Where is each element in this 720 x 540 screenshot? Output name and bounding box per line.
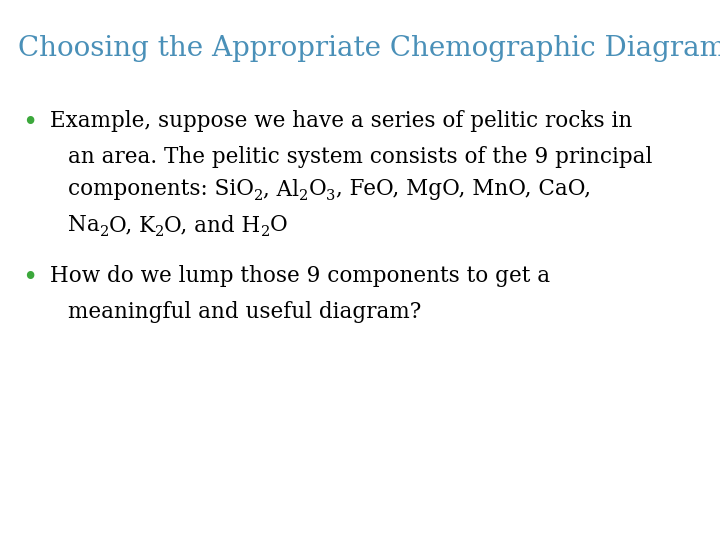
Text: 2: 2 <box>300 188 308 202</box>
Text: O: O <box>270 214 287 236</box>
Text: meaningful and useful diagram?: meaningful and useful diagram? <box>68 301 421 323</box>
Text: How do we lump those 9 components to get a: How do we lump those 9 components to get… <box>50 265 550 287</box>
Text: an area. The pelitic system consists of the 9 principal: an area. The pelitic system consists of … <box>68 146 652 168</box>
Text: 2: 2 <box>155 225 164 239</box>
Text: 2: 2 <box>254 188 264 202</box>
Text: , Al: , Al <box>264 178 300 200</box>
Text: 2: 2 <box>261 225 270 239</box>
Text: 2: 2 <box>100 225 109 239</box>
Text: •: • <box>22 265 37 291</box>
Text: Choosing the Appropriate Chemographic Diagram: Choosing the Appropriate Chemographic Di… <box>18 35 720 62</box>
Text: Na: Na <box>68 214 100 236</box>
Text: 3: 3 <box>326 188 336 202</box>
Text: , FeO, MgO, MnO, CaO,: , FeO, MgO, MnO, CaO, <box>336 178 590 200</box>
Text: O, K: O, K <box>109 214 155 236</box>
Text: O: O <box>308 178 326 200</box>
Text: components: SiO: components: SiO <box>68 178 254 200</box>
Text: Example, suppose we have a series of pelitic rocks in: Example, suppose we have a series of pel… <box>50 110 632 132</box>
Text: •: • <box>22 110 37 136</box>
Text: O, and H: O, and H <box>164 214 261 236</box>
